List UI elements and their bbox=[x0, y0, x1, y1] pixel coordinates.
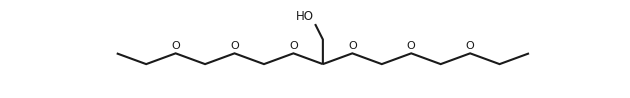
Text: O: O bbox=[230, 41, 239, 51]
Text: O: O bbox=[407, 41, 416, 51]
Text: O: O bbox=[289, 41, 298, 51]
Text: O: O bbox=[466, 41, 474, 51]
Text: O: O bbox=[348, 41, 357, 51]
Text: HO: HO bbox=[295, 10, 314, 23]
Text: O: O bbox=[171, 41, 180, 51]
